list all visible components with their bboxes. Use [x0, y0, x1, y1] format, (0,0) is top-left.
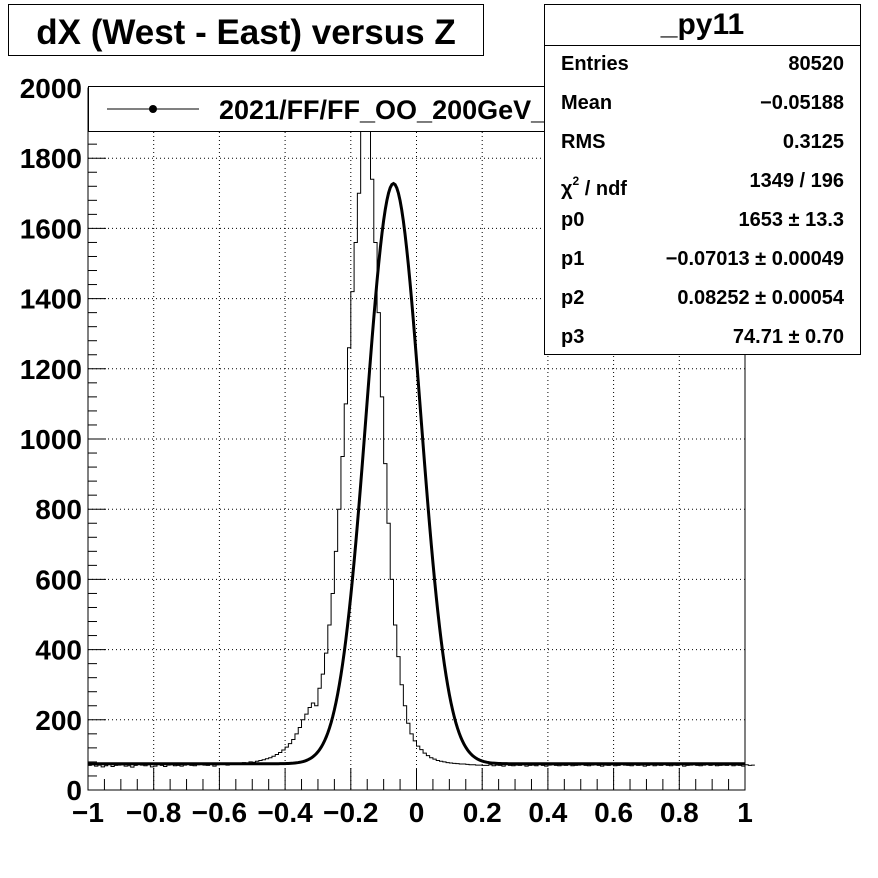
- stats-box: _py11 Entries 80520 Mean −0.05188 RMS 0.…: [544, 4, 861, 355]
- stat-label: Entries: [561, 53, 629, 75]
- legend: 2021/FF/FF_OO_200GeV_2021: [88, 86, 613, 132]
- y-tick-labels: 0 200 400 600 800 1000 1200 1400 1600 1800 2000: [20, 73, 82, 806]
- x-tick-label: 0.4: [528, 797, 567, 828]
- legend-marker-icon: [107, 105, 199, 113]
- stat-row-p1: p1 −0.07013 ± 0.00049: [561, 240, 844, 279]
- y-tick-label: 200: [35, 705, 82, 736]
- stat-row-p0: p0 1653 ± 13.3: [561, 201, 844, 240]
- x-tick-label: −0.8: [126, 797, 181, 828]
- stat-label: RMS: [561, 131, 606, 153]
- x-tick-label: 0: [409, 797, 425, 828]
- y-tick-label: 1200: [20, 354, 82, 385]
- x-tick-label: 0.8: [660, 797, 699, 828]
- y-tick-label: 1800: [20, 143, 82, 174]
- x-tick-label: 0.6: [594, 797, 633, 828]
- stat-value: 0.3125: [782, 131, 844, 153]
- stat-value: 1349 / 196: [749, 170, 844, 192]
- x-tick-label: 0.2: [463, 797, 502, 828]
- title-box: dX (West - East) versus Z: [8, 4, 484, 56]
- chart-title: dX (West - East) versus Z: [36, 13, 456, 52]
- stat-label: p3: [561, 326, 585, 348]
- stat-label: Mean: [561, 92, 613, 114]
- y-tick-label: 1400: [20, 284, 82, 315]
- x-tick-label: −0.6: [192, 797, 247, 828]
- x-tick-label: −0.4: [257, 797, 313, 828]
- y-tick-label: 800: [35, 494, 82, 525]
- stat-label: p2: [561, 287, 585, 309]
- y-tick-label: 1000: [20, 424, 82, 455]
- legend-entry: 2021/FF/FF_OO_200GeV_2021: [219, 95, 607, 125]
- y-tick-label: 600: [35, 564, 82, 595]
- y-tick-label: 2000: [20, 73, 82, 104]
- stat-label: p0: [561, 209, 585, 231]
- x-tick-label: 1: [737, 797, 753, 828]
- stat-value: 74.71 ± 0.70: [732, 326, 844, 348]
- stat-row-chi2: χ2 / ndf 1349 / 196: [561, 162, 844, 201]
- stat-value: −0.05188: [760, 92, 844, 114]
- y-tick-label: 400: [35, 635, 82, 666]
- chi-label-rest: / ndf: [579, 178, 627, 200]
- stats-name: _py11: [545, 5, 860, 46]
- y-tick-label: 1600: [20, 213, 82, 244]
- y-tick-label: 0: [66, 775, 82, 806]
- stat-label: χ2 / ndf: [561, 162, 627, 209]
- chi-superscript: 2: [572, 174, 580, 188]
- stat-row-p2: p2 0.08252 ± 0.00054: [561, 279, 844, 318]
- fit-curve: [88, 181, 745, 766]
- chi-symbol: χ: [561, 178, 573, 200]
- stat-value: −0.07013 ± 0.00049: [665, 248, 844, 270]
- x-tick-label: −1: [72, 797, 104, 828]
- stat-row-rms: RMS 0.3125: [561, 123, 844, 162]
- stat-value: 1653 ± 13.3: [738, 209, 844, 231]
- stat-value: 0.08252 ± 0.00054: [677, 287, 844, 309]
- fit-line: [88, 181, 745, 766]
- stat-value: 80520: [788, 53, 844, 75]
- x-tick-labels: −1 −0.8 −0.6 −0.4 −0.2 0 0.2 0.4 0.6 0.8 1: [72, 797, 753, 828]
- stat-label: p1: [561, 248, 585, 270]
- stat-row-entries: Entries 80520: [561, 45, 844, 84]
- x-tick-label: −0.2: [323, 797, 378, 828]
- stat-row-p3: p3 74.71 ± 0.70: [561, 318, 844, 357]
- stat-row-mean: Mean −0.05188: [561, 84, 844, 123]
